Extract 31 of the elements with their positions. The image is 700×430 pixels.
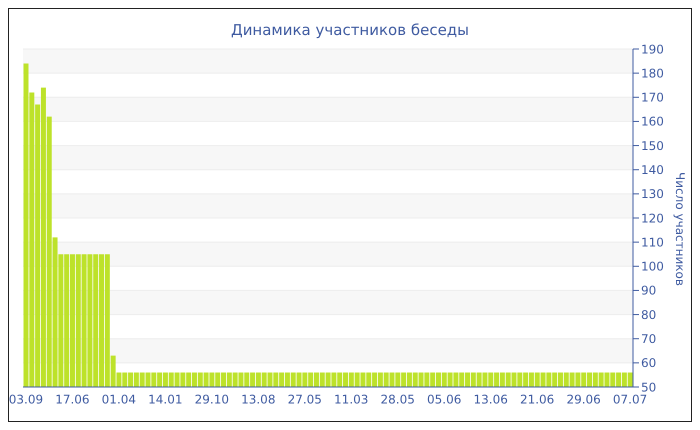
x-tick-label: 13.06 — [473, 392, 508, 407]
y-tick-label: 140 — [641, 162, 664, 177]
x-tick-label: 13.08 — [241, 392, 276, 407]
y-tick-label: 90 — [641, 284, 656, 298]
x-tick-label: 27.05 — [288, 392, 322, 407]
y-tick-label: 190 — [641, 42, 664, 56]
y-tick-label: 180 — [641, 66, 664, 80]
x-tick-label: 01.04 — [102, 392, 136, 407]
y-tick-label: 50 — [641, 380, 656, 394]
y-tick-label: 80 — [641, 308, 656, 322]
y-tick-label: 100 — [641, 260, 664, 274]
x-tick-label: 14.01 — [148, 392, 183, 407]
x-tick-label: 28.05 — [380, 392, 415, 407]
x-tick-label: 07.07 — [612, 392, 648, 407]
y-tick-label: 170 — [641, 90, 664, 105]
y-tick-label: 110 — [641, 235, 664, 250]
chart-title: Динамика участников беседы — [230, 21, 470, 41]
x-tick-label: 21.06 — [520, 392, 554, 407]
x-tick-label: 29.10 — [194, 392, 229, 407]
y-tick-label: 130 — [641, 187, 664, 202]
y-tick-label: 160 — [641, 114, 664, 129]
y-tick-label: 150 — [641, 138, 664, 153]
y-axis-title: Число участников — [673, 172, 688, 286]
y-tick-label: 70 — [641, 332, 656, 346]
x-tick-label: 11.03 — [334, 392, 368, 407]
y-tick-label: 120 — [641, 211, 664, 226]
y-tick-label: 60 — [641, 356, 656, 370]
x-tick-label: 03.09 — [8, 392, 44, 407]
x-tick-label: 29.06 — [566, 392, 601, 407]
x-tick-label: 17.06 — [55, 392, 90, 407]
x-tick-label: 05.06 — [427, 392, 462, 407]
